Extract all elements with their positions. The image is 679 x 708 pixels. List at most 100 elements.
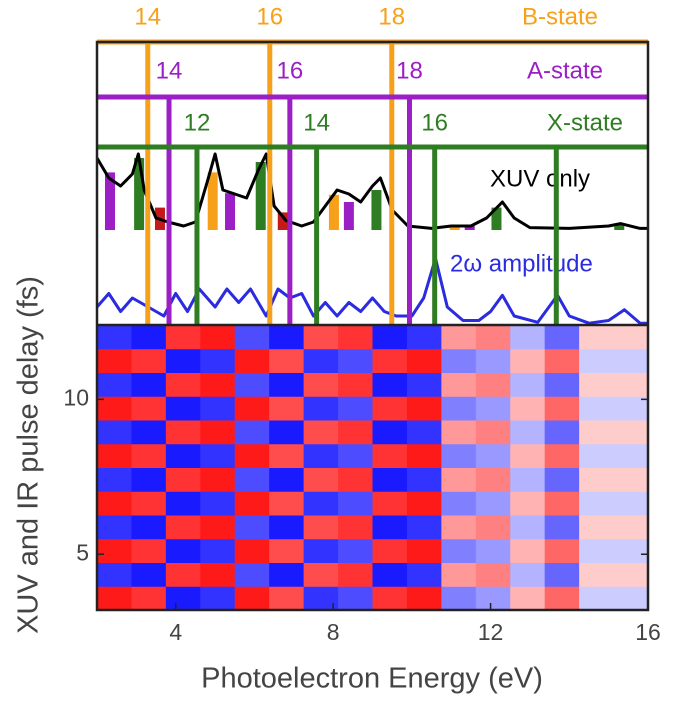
heatmap-cell <box>441 515 477 540</box>
heatmap-cell <box>200 515 236 540</box>
heatmap-cell <box>303 396 339 421</box>
heatmap-cell <box>475 515 511 540</box>
heatmap-cell <box>372 372 408 397</box>
heatmap-cell <box>269 538 305 563</box>
heatmap-cell <box>97 562 132 587</box>
heatmap-cell <box>613 467 649 492</box>
heatmap-cell <box>269 372 305 397</box>
stick <box>328 194 339 230</box>
heatmap-cell <box>406 372 442 397</box>
heatmap-cell <box>234 586 270 611</box>
heatmap-cell <box>269 325 305 350</box>
heatmap-cell <box>510 538 546 563</box>
heatmap-cell <box>200 420 236 445</box>
heatmap-cell <box>372 325 408 350</box>
heatmap-cell <box>406 538 442 563</box>
x-tick-label: 4 <box>169 619 182 645</box>
heatmap-cell <box>303 562 339 587</box>
heatmap-cell <box>579 420 615 445</box>
x-tick-label: 8 <box>327 619 340 645</box>
heatmap-cell <box>234 467 270 492</box>
heatmap-cell <box>165 325 201 350</box>
heatmap-cell <box>510 325 546 350</box>
heatmap-cell <box>441 372 477 397</box>
state-name: X-state <box>547 109 623 136</box>
heatmap-cell <box>131 396 167 421</box>
heatmap-cell <box>165 491 201 516</box>
harmonic-label: 14 <box>134 3 161 30</box>
x-axis-label: Photoelectron Energy (eV) <box>201 663 543 695</box>
heatmap-cell <box>97 325 132 350</box>
heatmap-cell <box>579 372 615 397</box>
y-tick-label: 10 <box>63 384 89 410</box>
heatmap-cell <box>613 372 649 397</box>
heatmap-cell <box>97 538 132 563</box>
heatmap-cell <box>131 586 167 611</box>
heatmap-cell <box>234 515 270 540</box>
heatmap-cell <box>475 491 511 516</box>
heatmap-cell <box>475 348 511 373</box>
stick <box>491 207 502 230</box>
heatmap-cell <box>131 420 167 445</box>
heatmap-cell <box>579 586 615 611</box>
harmonic-label: 16 <box>276 57 303 84</box>
heatmap-cell <box>97 348 132 373</box>
heatmap-cell <box>406 491 442 516</box>
heatmap-cell <box>165 538 201 563</box>
heatmap-cell <box>200 538 236 563</box>
heatmap-cell <box>338 325 373 350</box>
heatmap-cell <box>372 562 408 587</box>
heatmap-cell <box>613 515 649 540</box>
heatmap-cell <box>406 396 442 421</box>
heatmap-cell <box>97 396 132 421</box>
heatmap-cell <box>269 515 305 540</box>
harmonic-label: 14 <box>156 57 183 84</box>
heatmap-cell <box>475 538 511 563</box>
heatmap-cell <box>200 443 236 468</box>
heatmap-cell <box>303 443 339 468</box>
heatmap-cell <box>510 348 546 373</box>
heatmap-cell <box>544 372 580 397</box>
harmonic-label: 18 <box>378 3 405 30</box>
heatmap-cell <box>613 586 649 611</box>
heatmap-cell <box>613 348 649 373</box>
heatmap-cell <box>406 348 442 373</box>
stick <box>225 193 236 230</box>
heatmap-cell <box>372 515 408 540</box>
heatmap-cell <box>544 467 580 492</box>
harmonic-label: 16 <box>421 109 448 136</box>
heatmap-cell <box>165 372 201 397</box>
heatmap-cell <box>200 586 236 611</box>
heatmap-cell <box>338 348 373 373</box>
heatmap-cell <box>165 515 201 540</box>
heatmap-cell <box>579 562 615 587</box>
heatmap-cell <box>303 515 339 540</box>
heatmap-cell <box>579 325 615 350</box>
heatmap-cell <box>131 348 167 373</box>
heatmap-cell <box>131 325 167 350</box>
heatmap-cell <box>510 396 546 421</box>
heatmap-cell <box>406 562 442 587</box>
heatmap-cell <box>269 586 305 611</box>
harmonic-label: 14 <box>303 109 330 136</box>
heatmap-cell <box>269 348 305 373</box>
harmonic-label: 12 <box>184 109 211 136</box>
heatmap-cell <box>372 420 408 445</box>
heatmap-cell <box>165 443 201 468</box>
heatmap-cell <box>406 515 442 540</box>
heatmap-cell <box>372 348 408 373</box>
heatmap-cell <box>441 443 477 468</box>
heatmap-cell <box>338 443 373 468</box>
heatmap-cell <box>475 325 511 350</box>
heatmap-cell <box>303 491 339 516</box>
heatmap-cell <box>372 491 408 516</box>
heatmap-cell <box>544 491 580 516</box>
heatmap-cell <box>579 515 615 540</box>
heatmap-cell <box>510 562 546 587</box>
heatmap-cell <box>165 586 201 611</box>
heatmap-cell <box>441 538 477 563</box>
heatmap-cell <box>338 538 373 563</box>
stick <box>343 202 354 230</box>
